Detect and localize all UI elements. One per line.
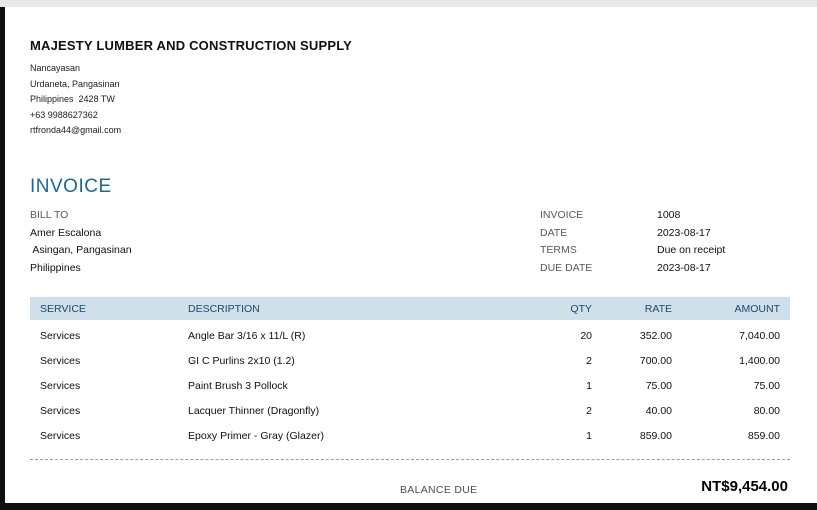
bill-to-line: Philippines — [30, 261, 81, 274]
rate-cell: 700.00 — [639, 354, 672, 367]
invoice-title: INVOICE — [30, 176, 112, 197]
rate-cell: 859.00 — [639, 429, 672, 442]
invoice-meta-row: TERMS Due on receipt — [540, 242, 725, 260]
company-address-line: rtfronda44@gmail.com — [30, 125, 122, 135]
column-header-description: DESCRIPTION — [188, 302, 260, 315]
line-items-table: SERVICE DESCRIPTION QTY RATE AMOUNT Serv… — [30, 297, 790, 448]
amount-cell: 7,040.00 — [739, 329, 780, 342]
invoice-meta-row: DUE DATE 2023-08-17 — [540, 260, 725, 278]
company-address-line: +63 9988627362 — [30, 109, 98, 120]
bottom-border-bar — [0, 503, 817, 510]
table-header-row: SERVICE DESCRIPTION QTY RATE AMOUNT — [30, 297, 790, 320]
table-row: Services GI C Purlins 2x10 (1.2) 2 700.0… — [30, 348, 790, 373]
company-address-line: Philippines 2428 TW — [30, 94, 115, 104]
company-name: MAJESTY LUMBER AND CONSTRUCTION SUPPLY — [30, 38, 353, 53]
column-header-rate: RATE — [644, 302, 672, 315]
dashed-separator — [30, 459, 790, 460]
meta-value: Due on receipt — [657, 244, 726, 256]
bill-to-line: Amer Escalona — [30, 226, 102, 239]
invoice-meta: INVOICE 1008 DATE 2023-08-17 TERMS Due o… — [540, 207, 725, 277]
balance-due-label: BALANCE DUE — [400, 484, 478, 496]
bill-to-label: BILL TO — [30, 209, 69, 221]
meta-label: INVOICE — [540, 209, 584, 221]
description-cell: Lacquer Thinner (Dragonfly) — [188, 404, 320, 417]
table-row: Services Lacquer Thinner (Dragonfly) 2 4… — [30, 398, 790, 423]
qty-cell: 1 — [586, 379, 592, 392]
service-cell: Services — [40, 354, 81, 367]
bill-to-line: Asingan, Pangasinan — [30, 244, 132, 256]
rate-cell: 40.00 — [645, 404, 672, 417]
rate-cell: 352.00 — [639, 329, 672, 342]
qty-cell: 20 — [580, 329, 592, 342]
description-cell: Paint Brush 3 Pollock — [188, 379, 288, 392]
amount-cell: 75.00 — [753, 379, 780, 392]
description-cell: Angle Bar 3/16 x 11/L (R) — [188, 329, 306, 342]
table-row: Services Epoxy Primer - Gray (Glazer) 1 … — [30, 423, 790, 448]
meta-label: DUE DATE — [540, 261, 593, 274]
table-row: Services Angle Bar 3/16 x 11/L (R) 20 35… — [30, 323, 790, 348]
qty-cell: 2 — [586, 404, 592, 417]
meta-label: DATE — [540, 226, 568, 239]
column-header-amount: AMOUNT — [734, 302, 781, 315]
balance-due-row: BALANCE DUE NT$9,454.00 — [30, 477, 790, 501]
meta-value: 1008 — [657, 209, 681, 221]
amount-cell: 80.00 — [753, 404, 780, 417]
service-cell: Services — [40, 429, 81, 442]
service-cell: Services — [40, 404, 81, 417]
bill-to-section: BILL TO Amer Escalona Asingan, Pangasina… — [30, 207, 132, 277]
meta-value: 2023-08-17 — [657, 226, 711, 239]
top-strip — [0, 0, 817, 7]
rate-cell: 75.00 — [645, 379, 672, 392]
left-border-bar — [0, 7, 5, 510]
amount-cell: 1,400.00 — [739, 354, 780, 367]
company-address-line: Urdaneta, Pangasinan — [30, 78, 120, 89]
description-cell: GI C Purlins 2x10 (1.2) — [188, 354, 295, 367]
meta-value: 2023-08-17 — [657, 261, 711, 274]
balance-due-value: NT$9,454.00 — [701, 478, 788, 495]
qty-cell: 1 — [586, 429, 592, 442]
company-address-line: Nancayasan — [30, 63, 81, 73]
description-cell: Epoxy Primer - Gray (Glazer) — [188, 429, 324, 442]
column-header-qty: QTY — [570, 302, 592, 315]
qty-cell: 2 — [586, 354, 592, 367]
column-header-service: SERVICE — [40, 302, 86, 315]
invoice-meta-row: DATE 2023-08-17 — [540, 225, 725, 243]
amount-cell: 859.00 — [747, 429, 780, 442]
service-cell: Services — [40, 379, 81, 392]
table-row: Services Paint Brush 3 Pollock 1 75.00 7… — [30, 373, 790, 398]
company-address: Nancayasan Urdaneta, Pangasinan Philippi… — [30, 61, 121, 139]
service-cell: Services — [40, 329, 81, 342]
meta-label: TERMS — [540, 244, 577, 256]
invoice-meta-row: INVOICE 1008 — [540, 207, 725, 225]
